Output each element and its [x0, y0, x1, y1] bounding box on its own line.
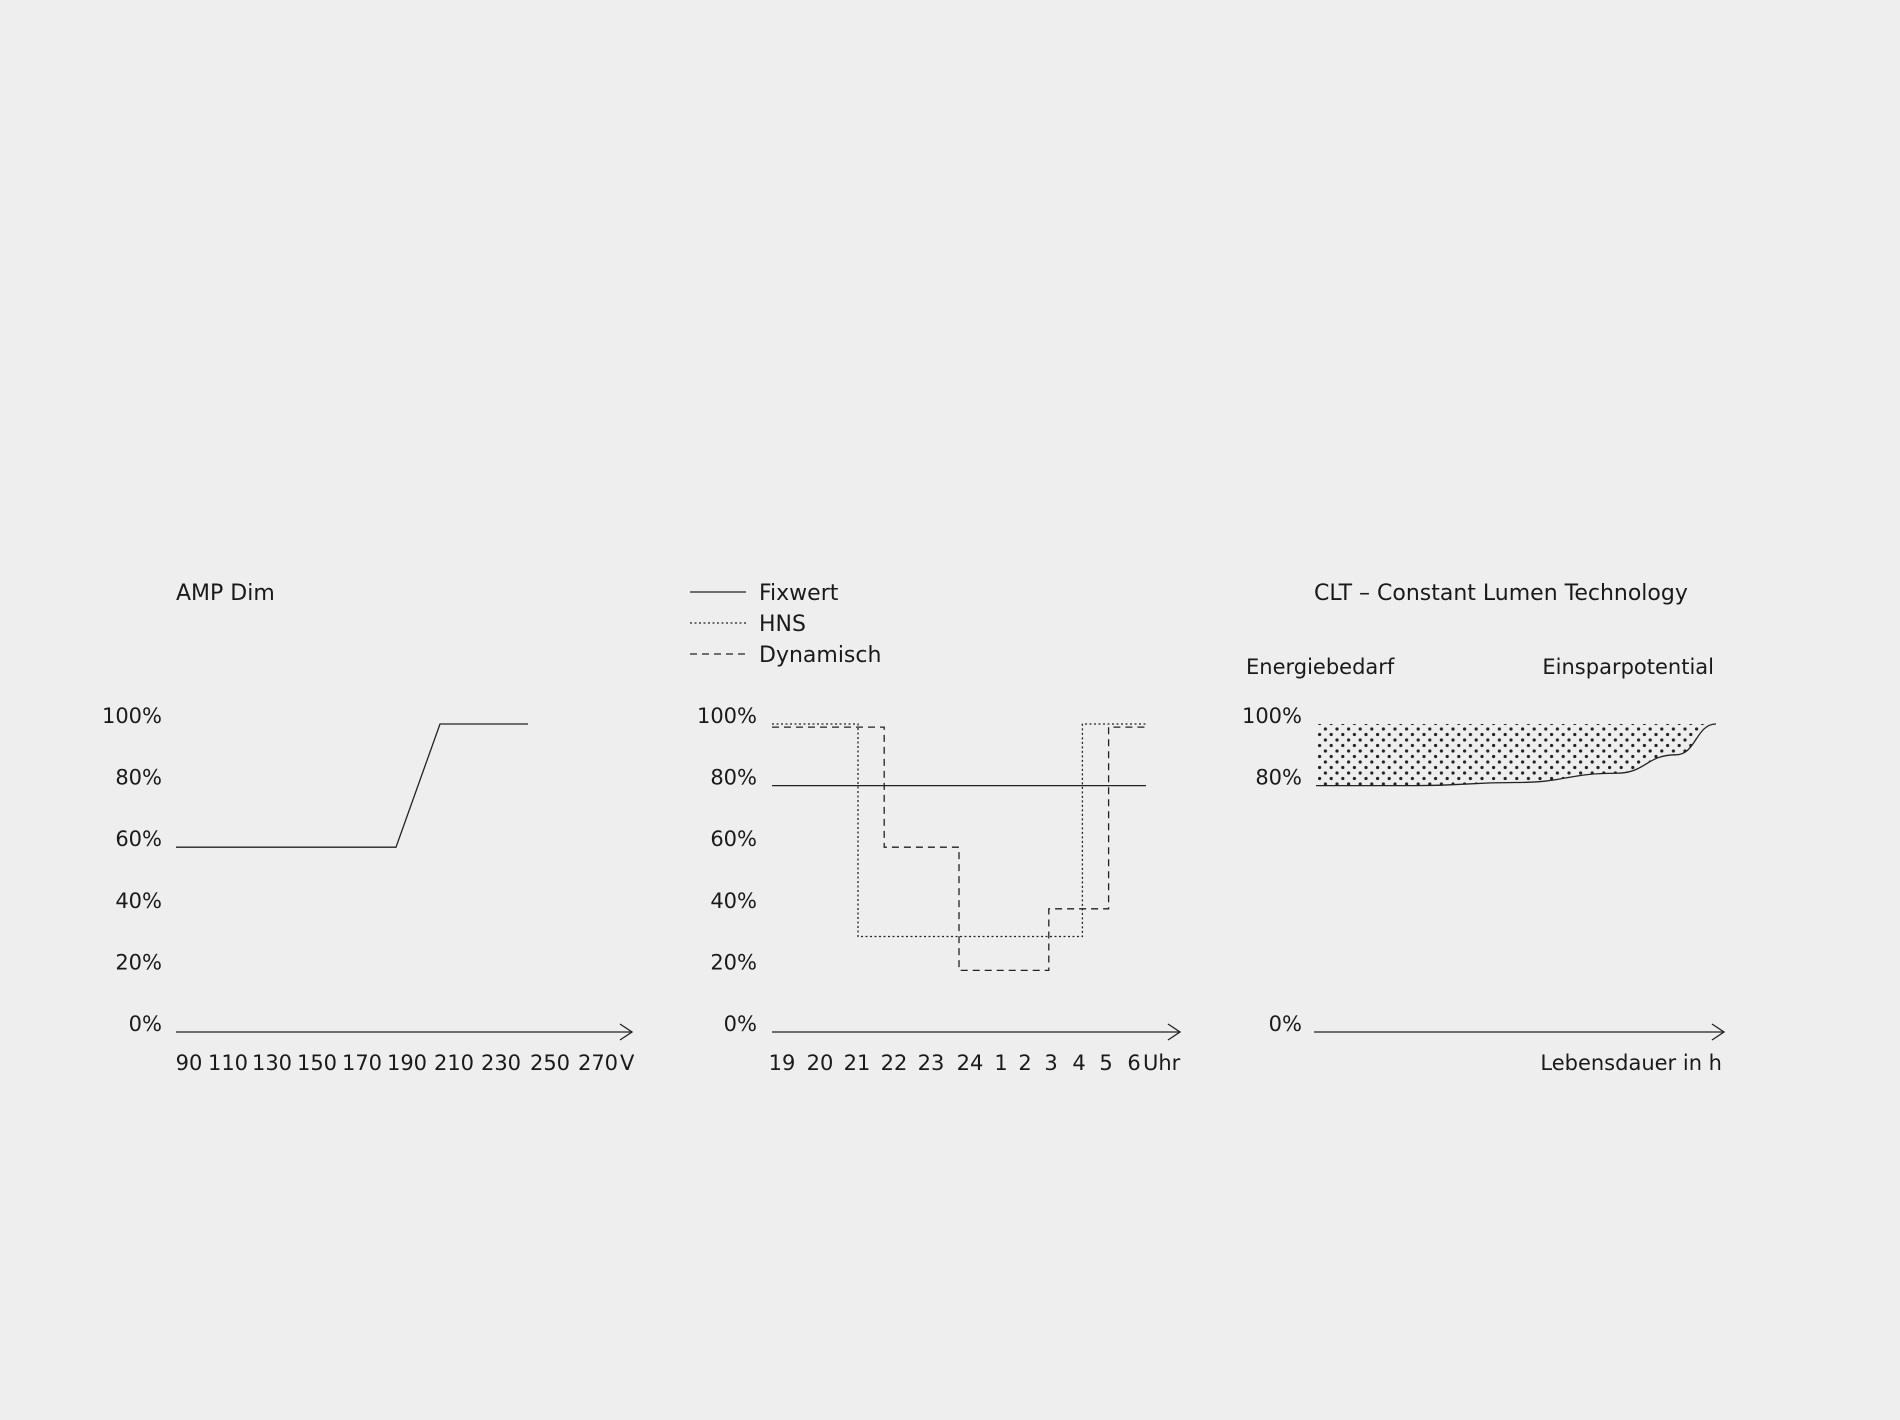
x-tick-label: 22 [881, 1051, 908, 1075]
x-axis-arrow [619, 1023, 634, 1041]
amp-dim-chart: AMP Dim 0% 20% 40% 60% 80% 100% 90 110 130 150 17… [102, 581, 635, 1075]
x-axis-label: Lebensdauer in h [1540, 1051, 1722, 1075]
y-tick-label: 60% [115, 827, 162, 851]
y-tick-label: 100% [1242, 704, 1302, 728]
x-tick-label: 230 [481, 1051, 521, 1075]
x-tick-label: 3 [1044, 1051, 1057, 1075]
series-line-dynamisch [772, 726, 1146, 972]
y-tick-label: 80% [115, 766, 162, 790]
series-group [176, 723, 528, 848]
x-tick-label: 21 [844, 1051, 871, 1075]
x-axis-arrow [1711, 1023, 1726, 1041]
y-tick-label: 20% [710, 950, 757, 974]
annotation-energiebedarf: Energiebedarf [1246, 655, 1395, 679]
series-group [772, 723, 1146, 972]
series-line [176, 723, 528, 848]
y-tick-label: 100% [102, 704, 162, 728]
x-tick-label: 210 [434, 1051, 474, 1075]
y-tick-labels: 0% 20% 40% 60% 80% 100% [697, 704, 757, 1036]
y-tick-labels: 0% 80% 100% [1242, 704, 1302, 1036]
y-tick-label: 80% [1255, 766, 1302, 790]
y-tick-label: 100% [697, 704, 757, 728]
chart-title: AMP Dim [176, 581, 275, 606]
x-axis-unit: V [620, 1051, 635, 1075]
x-axis-unit: Uhr [1143, 1051, 1181, 1075]
x-tick-labels: 90 110 130 150 170 190 210 230 250 270 V [176, 1051, 635, 1075]
legend: Fixwert HNS Dynamisch [690, 581, 881, 668]
x-tick-label: 170 [342, 1051, 382, 1075]
x-tick-label: 130 [252, 1051, 292, 1075]
x-tick-label: 1 [994, 1051, 1007, 1075]
chart-title: CLT – Constant Lumen Technology [1314, 581, 1688, 606]
y-tick-label: 0% [724, 1012, 757, 1036]
x-tick-label: 110 [208, 1051, 248, 1075]
y-tick-label: 0% [1269, 1012, 1302, 1036]
x-tick-label: 190 [387, 1051, 427, 1075]
y-tick-label: 60% [710, 827, 757, 851]
dimming-profile-chart: Fixwert HNS Dynamisch 0% 20% 40% 60% 80% 100% 1… [690, 581, 1182, 1075]
x-tick-label: 6 [1127, 1051, 1140, 1075]
y-tick-label: 80% [710, 766, 757, 790]
y-tick-label: 40% [710, 889, 757, 913]
annotation-einsparpotential: Einsparpotential [1542, 655, 1714, 679]
x-tick-label: 4 [1072, 1051, 1085, 1075]
savings-area [1316, 724, 1716, 786]
x-tick-label: 5 [1099, 1051, 1112, 1075]
x-tick-labels: 19 20 21 22 23 24 1 2 3 4 5 6 Uhr [769, 1051, 1181, 1075]
x-tick-label: 24 [957, 1051, 984, 1075]
x-tick-label: 150 [297, 1051, 337, 1075]
y-tick-label: 20% [115, 950, 162, 974]
x-axis-arrow [1167, 1023, 1182, 1041]
clt-chart: CLT – Constant Lumen Technology Energieb… [1242, 581, 1726, 1075]
x-tick-label: 270 [578, 1051, 618, 1075]
series-line-hns [772, 723, 1146, 938]
y-tick-label: 0% [129, 1012, 162, 1036]
y-tick-labels: 0% 20% 40% 60% 80% 100% [102, 704, 162, 1036]
x-tick-label: 23 [918, 1051, 945, 1075]
x-tick-label: 250 [530, 1051, 570, 1075]
legend-label-fixwert: Fixwert [759, 581, 839, 606]
x-tick-label: 19 [769, 1051, 796, 1075]
legend-label-hns: HNS [759, 612, 806, 637]
legend-label-dynamisch: Dynamisch [759, 643, 881, 668]
series-line-energiebedarf [1316, 723, 1717, 787]
x-tick-label: 20 [807, 1051, 834, 1075]
y-tick-label: 40% [115, 889, 162, 913]
x-tick-label: 90 [176, 1051, 203, 1075]
x-tick-label: 2 [1018, 1051, 1031, 1075]
